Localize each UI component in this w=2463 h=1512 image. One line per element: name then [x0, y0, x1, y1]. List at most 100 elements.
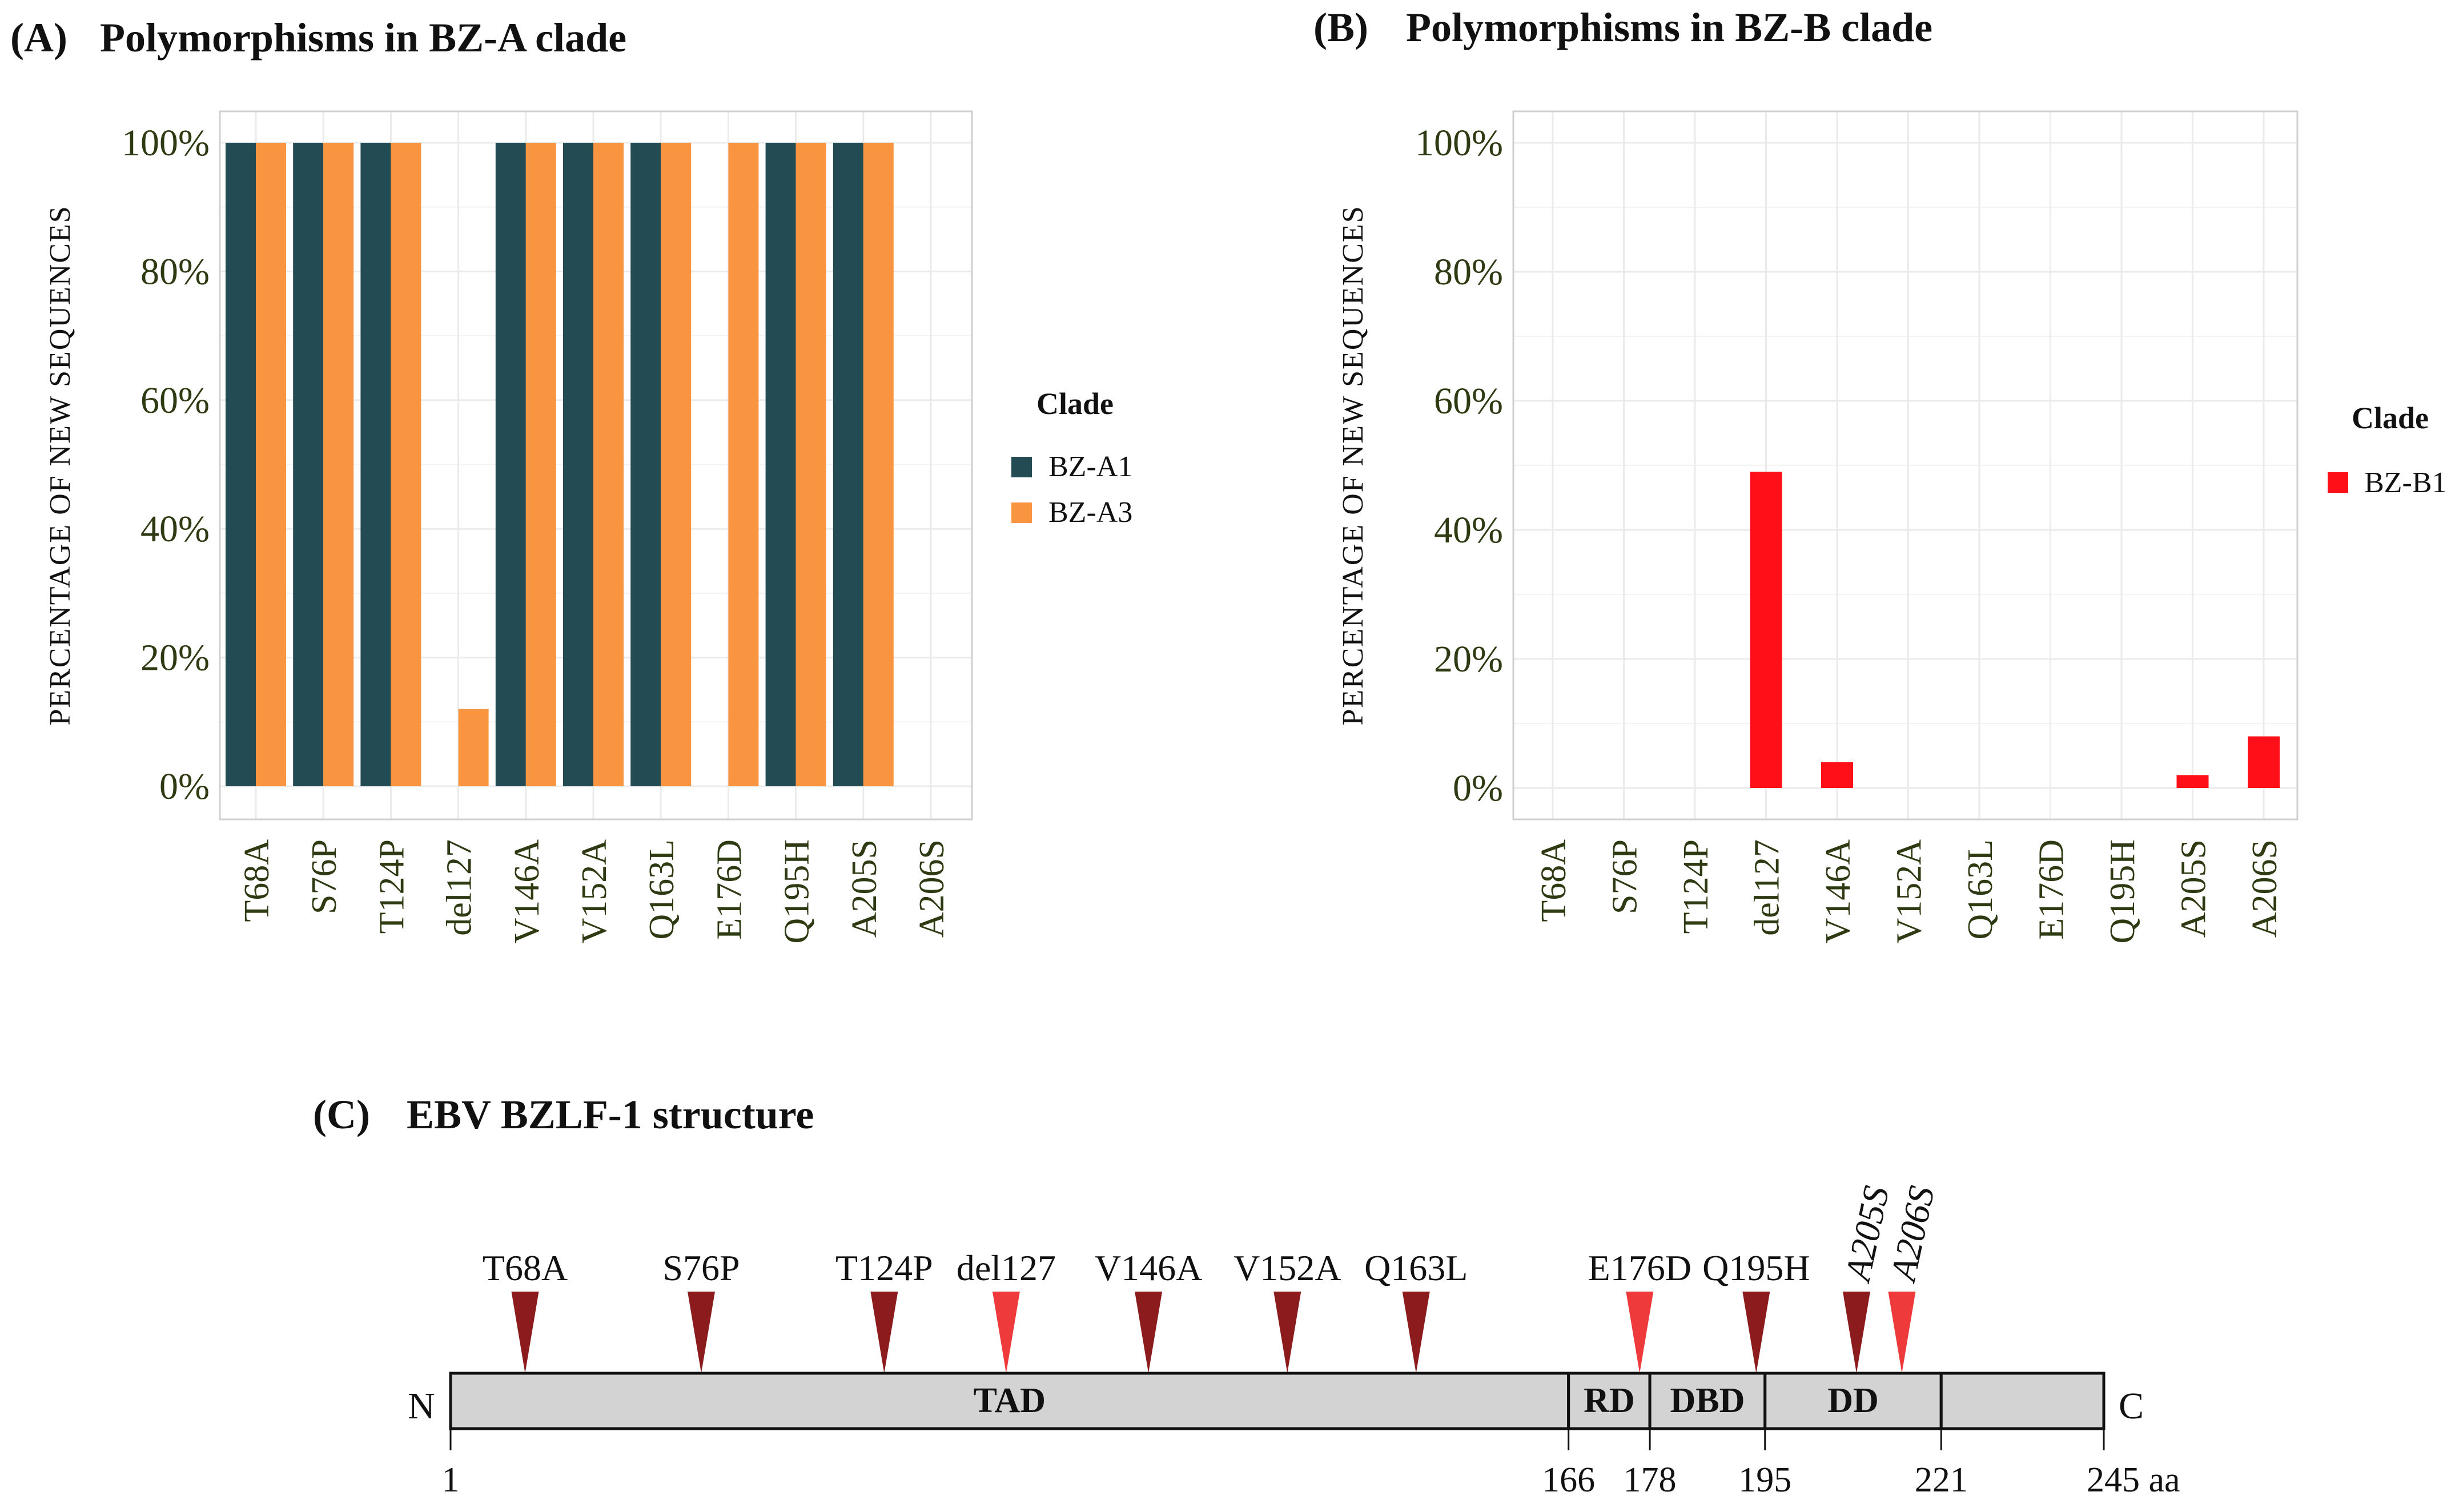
mutation-marker-a205s: [1842, 1292, 1870, 1373]
panel-c-letter: (C): [313, 1092, 370, 1137]
x-tick-label-q195h: Q195H: [2103, 839, 2142, 944]
y-tick-label: 20%: [140, 637, 210, 679]
bar-bz-a1-t68a: [226, 143, 256, 786]
bar-bz-a3-v146a: [525, 143, 556, 786]
x-tick-label-t124p: T124P: [1677, 839, 1715, 934]
mutation-label-t68a: T68A: [483, 1248, 568, 1288]
panel-b-bars: [1750, 472, 2280, 788]
bar-bz-a3-del127: [458, 709, 489, 786]
start-position-label: 1: [442, 1461, 460, 1499]
boundary-label-221: 221: [1915, 1461, 1968, 1499]
domain-rd: [1567, 1372, 1652, 1430]
x-tick-label-del127: del127: [440, 839, 479, 936]
domain-c-terminal-region: [1939, 1372, 2106, 1430]
mutation-marker-s76p: [687, 1292, 715, 1373]
domain-label-dbd: DBD: [1670, 1381, 1745, 1420]
bar-bz-a1-q195h: [765, 143, 796, 786]
bar-bz-a1-v152a: [563, 143, 593, 786]
panel-b-x-ticks: T68A S76P T124P del127 V146A V152A Q163L E176D Q…: [1534, 839, 2284, 944]
x-tick-label-s76p: S76P: [305, 839, 344, 914]
domain-dbd: [1648, 1372, 1767, 1430]
panel-b: (B) Polymorphisms in BZ-B clade PERCENTA…: [1313, 5, 2446, 944]
bar-bz-a3-e176d: [728, 143, 759, 786]
x-tick-label-s76p: S76P: [1606, 839, 1645, 914]
x-tick-label-a205s: A205S: [2175, 839, 2213, 938]
domain-dd: [1763, 1372, 1943, 1430]
panel-b-legend: Clade BZ-B1: [2328, 401, 2446, 499]
x-tick-label-t68a: T68A: [1534, 839, 1573, 922]
domain-tad: [449, 1372, 1570, 1430]
bar-bz-a3-q163l: [661, 143, 692, 786]
c-terminus-label: C: [2119, 1385, 2144, 1427]
bar-bz-a1-a205s: [833, 143, 863, 786]
panel-a-title: Polymorphisms in BZ-A clade: [100, 15, 626, 61]
mutation-marker-a206s: [1888, 1292, 1916, 1373]
y-tick-label: 100%: [122, 122, 210, 164]
y-tick-label: 60%: [1434, 380, 1503, 422]
panel-b-gridlines: [1513, 111, 2297, 819]
x-tick-label-q195h: Q195H: [778, 839, 817, 944]
panel-a-x-ticks: T68A S76P T124P del127 V146A V152A Q163L E176D Q…: [238, 839, 951, 944]
panel-b-letter: (B): [1313, 5, 1368, 50]
bar-bz-b1-a206s: [2248, 736, 2280, 788]
panel-a-plot-frame: [219, 110, 973, 821]
panel-b-y-ticks: 0% 20% 40% 60% 80% 100%: [1415, 122, 1503, 809]
mutation-label-v152a: V152A: [1233, 1248, 1341, 1288]
panel-b-title: Polymorphisms in BZ-B clade: [1406, 5, 1932, 50]
panel-c: (C) EBV BZLF-1 structure T68A S76P T124P de…: [313, 1092, 2180, 1499]
mutation-marker-q163l: [1402, 1292, 1430, 1373]
mutation-marker-del127: [992, 1292, 1020, 1373]
mutation-marker-q195h: [1742, 1292, 1770, 1373]
boundary-label-245-aa: 245 aa: [2087, 1461, 2180, 1499]
mutation-label-q163l: Q163L: [1364, 1248, 1468, 1288]
panel-a-bars: [226, 143, 894, 786]
panel-b-plot-frame: [1512, 110, 2299, 821]
panel-a: (A) Polymorphisms in BZ-A clade PERCENTA…: [10, 15, 1132, 944]
bar-bz-a3-s76p: [323, 143, 354, 786]
domain-label-tad: TAD: [974, 1381, 1046, 1420]
x-tick-label-v152a: V152A: [575, 839, 614, 944]
bar-bz-b1-del127: [1750, 472, 1782, 788]
x-tick-label-del127: del127: [1748, 839, 1787, 936]
mutation-label-q195h: Q195H: [1702, 1248, 1810, 1288]
x-tick-label-e176d: E176D: [2032, 839, 2071, 940]
x-tick-label-v152a: V152A: [1890, 839, 1929, 944]
y-tick-label: 0%: [1453, 767, 1503, 809]
legend-label-bz-a1: BZ-A1: [1048, 451, 1132, 483]
x-tick-label-v146a: V146A: [1819, 839, 1858, 944]
bar-bz-a3-t68a: [256, 143, 286, 786]
x-tick-label-q163l: Q163L: [1961, 839, 2000, 940]
boundary-label-166: 166: [1542, 1461, 1595, 1499]
x-tick-label-t124p: T124P: [372, 839, 411, 934]
domain-label-dd: DD: [1827, 1381, 1879, 1420]
bar-bz-a1-t124p: [360, 143, 391, 786]
y-tick-label: 100%: [1415, 122, 1503, 164]
y-tick-label: 40%: [140, 508, 210, 550]
legend-label-bz-a3: BZ-A3: [1048, 496, 1132, 529]
boundary-label-178: 178: [1624, 1461, 1677, 1499]
mutation-label-del127: del127: [957, 1248, 1056, 1288]
legend-swatch-bz-a3: [1011, 502, 1032, 523]
mutation-marker-e176d: [1626, 1292, 1654, 1373]
y-tick-label: 20%: [1434, 638, 1503, 680]
x-tick-label-a206s: A206S: [2245, 839, 2284, 938]
mutation-marker-v152a: [1273, 1292, 1301, 1373]
x-tick-label-e176d: E176D: [710, 839, 749, 940]
y-tick-label: 0%: [159, 766, 210, 807]
bar-bz-a3-a205s: [863, 143, 894, 786]
panel-b-legend-title: Clade: [2352, 401, 2429, 435]
bar-bz-a1-v146a: [495, 143, 526, 786]
y-tick-label: 40%: [1434, 509, 1503, 551]
x-tick-label-q163l: Q163L: [642, 839, 681, 940]
mutation-marker-t68a: [511, 1292, 539, 1373]
domain-boundary-positions: 166 178 195 221 245 aa: [1542, 1429, 2180, 1499]
panel-c-title: EBV BZLF-1 structure: [407, 1092, 814, 1137]
bar-bz-a3-q195h: [795, 143, 826, 786]
n-terminus-label: N: [408, 1385, 435, 1427]
mutation-markers: T68A S76P T124P del127 V146A V152A Q163L E176D Q…: [483, 1183, 1942, 1373]
x-tick-label-t68a: T68A: [238, 839, 276, 922]
mutation-label-v146a: V146A: [1095, 1248, 1202, 1288]
mutation-marker-t124p: [870, 1292, 898, 1373]
y-tick-label: 60%: [140, 380, 210, 421]
